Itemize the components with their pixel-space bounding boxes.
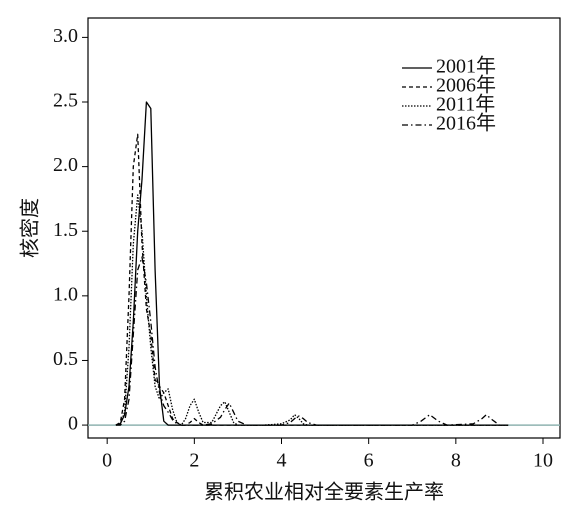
- y-tick-label: 0.5: [53, 348, 78, 370]
- density-line: [115, 133, 509, 426]
- legend-label: 2011年: [436, 93, 495, 116]
- legend-label: 2001年: [436, 55, 496, 78]
- x-tick-label: 4: [277, 450, 287, 472]
- legend-label: 2006年: [436, 74, 496, 97]
- x-axis-label: 累积农业相对全要素生产率: [204, 481, 444, 504]
- x-tick-label: 6: [364, 450, 374, 472]
- y-tick-label: 2.5: [53, 90, 78, 112]
- y-tick-label: 0: [68, 413, 78, 435]
- y-tick-label: 1.5: [53, 219, 78, 241]
- density-line: [115, 256, 509, 426]
- y-tick-label: 1.0: [53, 283, 78, 305]
- y-tick-label: 2.0: [53, 154, 78, 176]
- x-tick-label: 8: [451, 450, 461, 472]
- x-tick-label: 2: [189, 450, 199, 472]
- y-tick-label: 3.0: [53, 25, 78, 47]
- x-tick-label: 0: [102, 450, 112, 472]
- y-axis-label: 核密度: [19, 198, 42, 258]
- density-line: [115, 194, 509, 426]
- plot-frame: [87, 17, 561, 439]
- legend-label: 2016年: [436, 112, 496, 135]
- density-line: [115, 101, 509, 426]
- x-tick-label: 10: [533, 450, 553, 472]
